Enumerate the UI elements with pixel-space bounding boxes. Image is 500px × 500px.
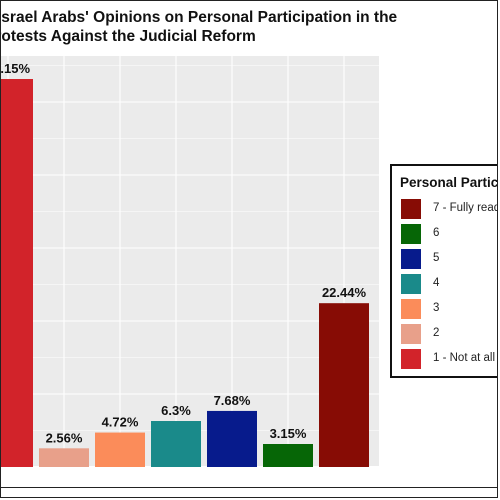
bar (207, 410, 257, 467)
legend-swatch (401, 274, 421, 294)
legend-item: 4 (401, 274, 497, 294)
legend-item: 3 (401, 299, 497, 319)
legend-swatch (401, 224, 421, 244)
legend-label: 6 (433, 227, 440, 239)
bar (1, 79, 33, 467)
legend-swatch (401, 349, 421, 369)
legend-label: 4 (433, 277, 440, 289)
chart-title-line-1: Israel Arabs' Opinions on Personal Parti… (0, 9, 398, 26)
bar (95, 432, 145, 467)
bar (319, 303, 369, 467)
bar (263, 444, 313, 467)
legend-label: 7 - Fully ready (433, 202, 497, 214)
data-label: 2.56% (46, 430, 83, 445)
data-label: 6.3% (161, 403, 191, 418)
data-label: 53.15% (1, 61, 30, 76)
legend-item: 2 (401, 324, 497, 344)
bottom-border (1, 487, 497, 488)
data-label: 3.15% (270, 426, 307, 441)
legend-item: 1 - Not at all (401, 349, 497, 369)
legend-title: Personal Participation (400, 175, 498, 190)
legend-item: 6 (401, 224, 497, 244)
chart-legend: Personal Participation 7 - Fully ready 6… (390, 164, 498, 378)
data-label: 4.72% (102, 415, 139, 430)
chart-title-line-2: Protests Against the Judicial Reform (0, 28, 256, 45)
legend-label: 1 - Not at all (433, 352, 495, 364)
bar (39, 448, 89, 467)
bar (151, 421, 201, 467)
legend-swatch (401, 299, 421, 319)
legend-label: 2 (433, 327, 440, 339)
legend-swatch (401, 249, 421, 269)
data-label: 22.44% (322, 285, 367, 300)
legend-swatch (401, 199, 421, 219)
legend-label: 5 (433, 252, 440, 264)
legend-item: 7 - Fully ready (401, 199, 497, 219)
legend-item: 5 (401, 249, 497, 269)
legend-label: 3 (433, 302, 440, 314)
data-label: 7.68% (214, 393, 251, 408)
legend-swatch (401, 324, 421, 344)
